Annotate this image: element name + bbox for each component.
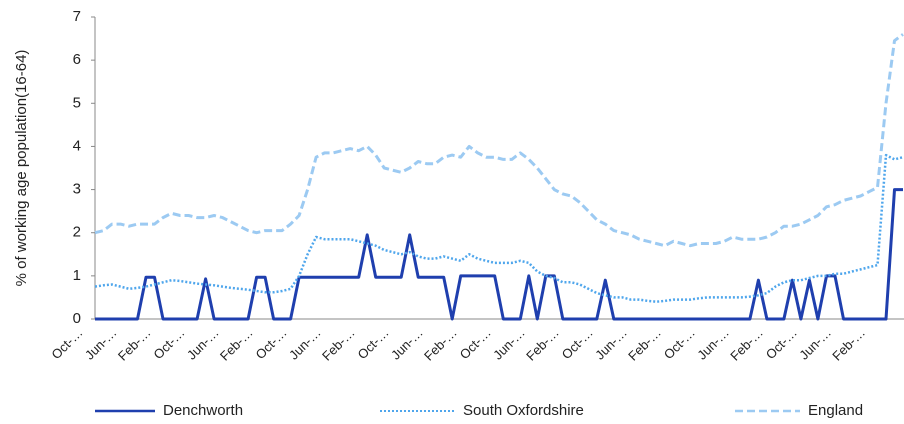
x-tick-label: Oct-… <box>253 325 290 362</box>
x-tick-label: Jun-… <box>388 325 426 363</box>
line-dotted <box>94 153 904 303</box>
x-tick-label: Feb-… <box>523 325 562 364</box>
y-tick-label: 5 <box>73 94 81 111</box>
x-tick-label: Oct-… <box>150 325 187 362</box>
y-tick-label: 4 <box>73 137 81 154</box>
y-tick-label: 2 <box>73 224 81 241</box>
x-tick-label: Oct-… <box>48 325 85 362</box>
legend-label: England <box>808 402 863 419</box>
x-tick-label: Oct-… <box>763 325 800 362</box>
x-tick-label: Jun-… <box>184 325 222 363</box>
y-tick-label: 1 <box>73 267 81 284</box>
x-tick-label: Feb-… <box>625 325 664 364</box>
x-tick-label: Feb-… <box>727 325 766 364</box>
x-tick-label: Feb-… <box>115 325 154 364</box>
x-tick-label: Jun-… <box>694 325 732 363</box>
x-tick-label: Jun-… <box>592 325 630 363</box>
y-tick-label: 0 <box>73 310 81 327</box>
x-tick-label: Oct-… <box>559 325 596 362</box>
x-tick-label: Jun-… <box>82 325 120 363</box>
x-tick-label: Jun-… <box>796 325 834 363</box>
x-tick-label: Jun-… <box>490 325 528 363</box>
line-solid <box>95 188 903 321</box>
x-tick-label: Feb-… <box>421 325 460 364</box>
legend-label: South Oxfordshire <box>463 402 584 419</box>
x-tick-label: Oct-… <box>355 325 392 362</box>
legend-label: Denchworth <box>163 402 243 419</box>
x-tick-label: Feb-… <box>217 325 256 364</box>
y-tick-label: 6 <box>73 51 81 68</box>
x-tick-label: Feb-… <box>319 325 358 364</box>
x-tick-label: Oct-… <box>457 325 494 362</box>
y-tick-label: 3 <box>73 181 81 198</box>
x-tick-label: Feb-… <box>829 325 868 364</box>
x-tick-label: Jun-… <box>286 325 324 363</box>
x-tick-label: Oct-… <box>661 325 698 362</box>
y-tick-label: 7 <box>73 8 81 25</box>
line-dashed <box>94 33 904 248</box>
y-axis-label: % of working age population(16-64) <box>13 50 30 287</box>
